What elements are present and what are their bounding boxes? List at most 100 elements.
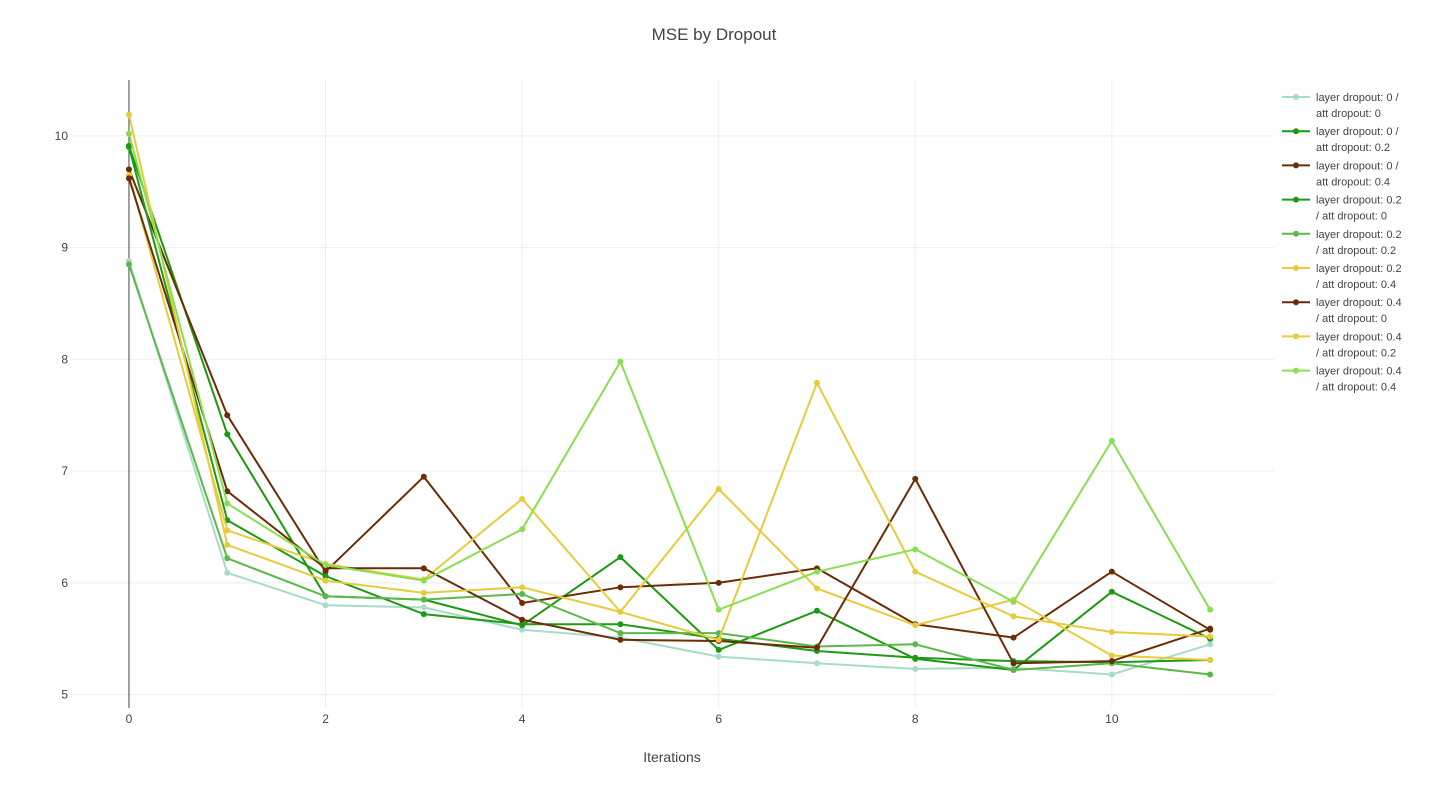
data-point <box>1010 598 1017 605</box>
data-point <box>1207 633 1214 640</box>
y-tick-label: 10 <box>55 129 69 143</box>
legend-swatch-point <box>1293 367 1299 374</box>
series-line <box>128 264 1211 676</box>
data-point <box>1108 588 1115 595</box>
data-point <box>715 653 722 660</box>
legend-label: layer dropout: 0.4 <box>1316 297 1402 309</box>
series-9 <box>125 130 1214 613</box>
x-tick-label: 2 <box>322 712 329 726</box>
legend-swatch-point <box>1293 299 1299 306</box>
legend-swatch-point <box>1293 162 1299 169</box>
y-tick-label: 5 <box>61 688 68 702</box>
legend-item[interactable]: layer dropout: 0.4 / att dropout: 0.4 <box>1282 366 1402 394</box>
legend-label: / att dropout: 0 <box>1316 211 1387 223</box>
x-tick-label: 4 <box>519 712 526 726</box>
data-point <box>1010 613 1017 620</box>
data-point <box>519 584 526 591</box>
data-point <box>715 579 722 586</box>
data-point <box>224 488 231 495</box>
data-point <box>617 608 624 615</box>
legend-swatch-point <box>1293 333 1299 340</box>
legend-item[interactable]: layer dropout: 0 / att dropout: 0 <box>1282 92 1399 120</box>
data-point <box>224 412 231 419</box>
data-point <box>519 616 526 623</box>
series-line <box>128 169 1211 639</box>
data-point <box>420 565 427 572</box>
legend-item[interactable]: layer dropout: 0.2 / att dropout: 0 <box>1282 195 1402 223</box>
legend-label: layer dropout: 0 / <box>1316 126 1399 138</box>
data-point <box>420 596 427 603</box>
series-line <box>128 133 1211 611</box>
legend-label: / att dropout: 0.4 <box>1316 279 1396 291</box>
data-point <box>519 591 526 598</box>
data-point <box>224 569 231 576</box>
data-point <box>420 611 427 618</box>
data-point <box>224 527 231 534</box>
data-point <box>519 626 526 633</box>
data-point <box>1010 634 1017 641</box>
legend-item[interactable]: layer dropout: 0 / att dropout: 0.4 <box>1282 160 1399 188</box>
y-tick-label: 8 <box>61 352 68 366</box>
data-point <box>813 644 820 651</box>
legend-swatch-point <box>1293 230 1299 237</box>
data-point <box>224 431 231 438</box>
legend-swatch-point <box>1293 94 1299 100</box>
data-point <box>322 561 329 568</box>
legend-label: layer dropout: 0.2 <box>1316 195 1402 207</box>
legend-swatch-point <box>1293 128 1299 135</box>
data-point <box>224 541 231 548</box>
legend-label: layer dropout: 0.2 <box>1316 229 1402 241</box>
data-point <box>519 526 526 533</box>
data-point <box>1207 656 1214 663</box>
series-line <box>128 114 1211 641</box>
data-point <box>1207 625 1214 632</box>
data-point <box>125 175 132 182</box>
data-point <box>322 602 329 609</box>
data-point <box>125 261 132 268</box>
data-point <box>813 585 820 592</box>
legend-label: layer dropout: 0.2 <box>1316 263 1402 275</box>
data-point <box>813 379 820 386</box>
x-tick-label: 0 <box>126 712 133 726</box>
y-tick-label: 9 <box>61 241 68 255</box>
data-point <box>1108 658 1115 665</box>
data-point <box>125 111 132 118</box>
data-point <box>519 599 526 606</box>
data-point <box>519 621 526 628</box>
data-point <box>912 546 919 553</box>
data-point <box>1108 629 1115 636</box>
legend-label: / att dropout: 0.2 <box>1316 347 1396 359</box>
legend-label: att dropout: 0 <box>1316 108 1381 120</box>
data-point <box>1108 437 1115 444</box>
legend-item[interactable]: layer dropout: 0.2 / att dropout: 0.4 <box>1282 263 1402 291</box>
data-point <box>125 144 132 151</box>
data-point <box>813 568 820 575</box>
x-tick-label: 8 <box>912 712 919 726</box>
axes: 0 2 4 6 8 10 5 6 7 8 9 10 <box>55 80 1119 726</box>
legend-label: layer dropout: 0 / <box>1316 92 1399 104</box>
legend-label: att dropout: 0.2 <box>1316 142 1390 154</box>
series-8 <box>125 111 1214 643</box>
data-point <box>715 485 722 492</box>
legend-label: layer dropout: 0.4 <box>1316 366 1402 378</box>
data-point <box>617 358 624 365</box>
data-point <box>420 589 427 596</box>
legend-label: att dropout: 0.4 <box>1316 176 1390 188</box>
data-point <box>1207 671 1214 678</box>
data-point <box>813 660 820 667</box>
series-lines <box>125 111 1214 678</box>
data-point <box>912 641 919 648</box>
chart-title: MSE by Dropout <box>652 25 777 44</box>
legend-item[interactable]: layer dropout: 0.2 / att dropout: 0.2 <box>1282 229 1402 257</box>
grid-lines <box>70 80 1274 708</box>
legend-item[interactable]: layer dropout: 0.4 / att dropout: 0 <box>1282 297 1402 325</box>
data-point <box>420 604 427 611</box>
legend-item[interactable]: layer dropout: 0 / att dropout: 0.2 <box>1282 126 1399 154</box>
data-point <box>912 665 919 672</box>
legend-item[interactable]: layer dropout: 0.4 / att dropout: 0.2 <box>1282 331 1402 359</box>
data-point <box>224 500 231 507</box>
data-point <box>125 130 132 137</box>
data-point <box>912 654 919 661</box>
series-line <box>128 145 1211 671</box>
